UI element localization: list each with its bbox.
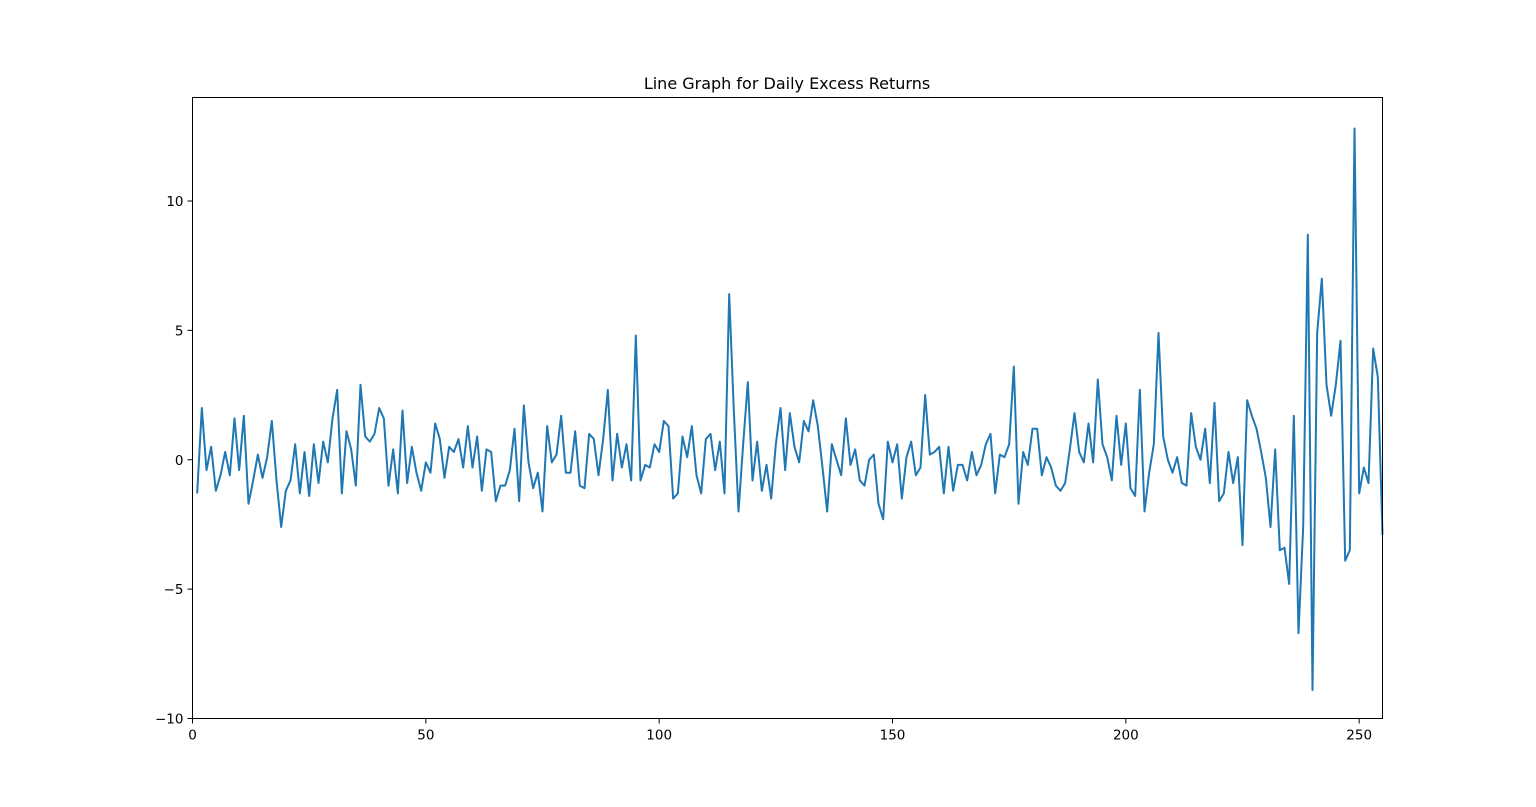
y-tick-label: 10 xyxy=(166,194,183,210)
x-tick-label: 250 xyxy=(1346,728,1372,744)
y-tick-label: 0 xyxy=(175,453,184,469)
series-layer xyxy=(196,127,1384,692)
x-tick-label: 150 xyxy=(880,728,906,744)
x-tick-label: 200 xyxy=(1113,728,1139,744)
plot-frame xyxy=(192,97,1383,719)
x-tick-label: 100 xyxy=(646,728,672,744)
y-tick-label: −5 xyxy=(164,582,184,598)
y-tick-label: −10 xyxy=(155,712,184,728)
axes-layer: 0 50 100 150 200 250 −10 −5 0 5 10 xyxy=(155,194,1372,744)
x-tick-label: 0 xyxy=(188,728,197,744)
y-tick-label: 5 xyxy=(175,323,184,339)
series-line-1 xyxy=(196,127,1384,692)
x-tick-label: 50 xyxy=(417,728,434,744)
chart-title: Line Graph for Daily Excess Returns xyxy=(644,74,930,93)
